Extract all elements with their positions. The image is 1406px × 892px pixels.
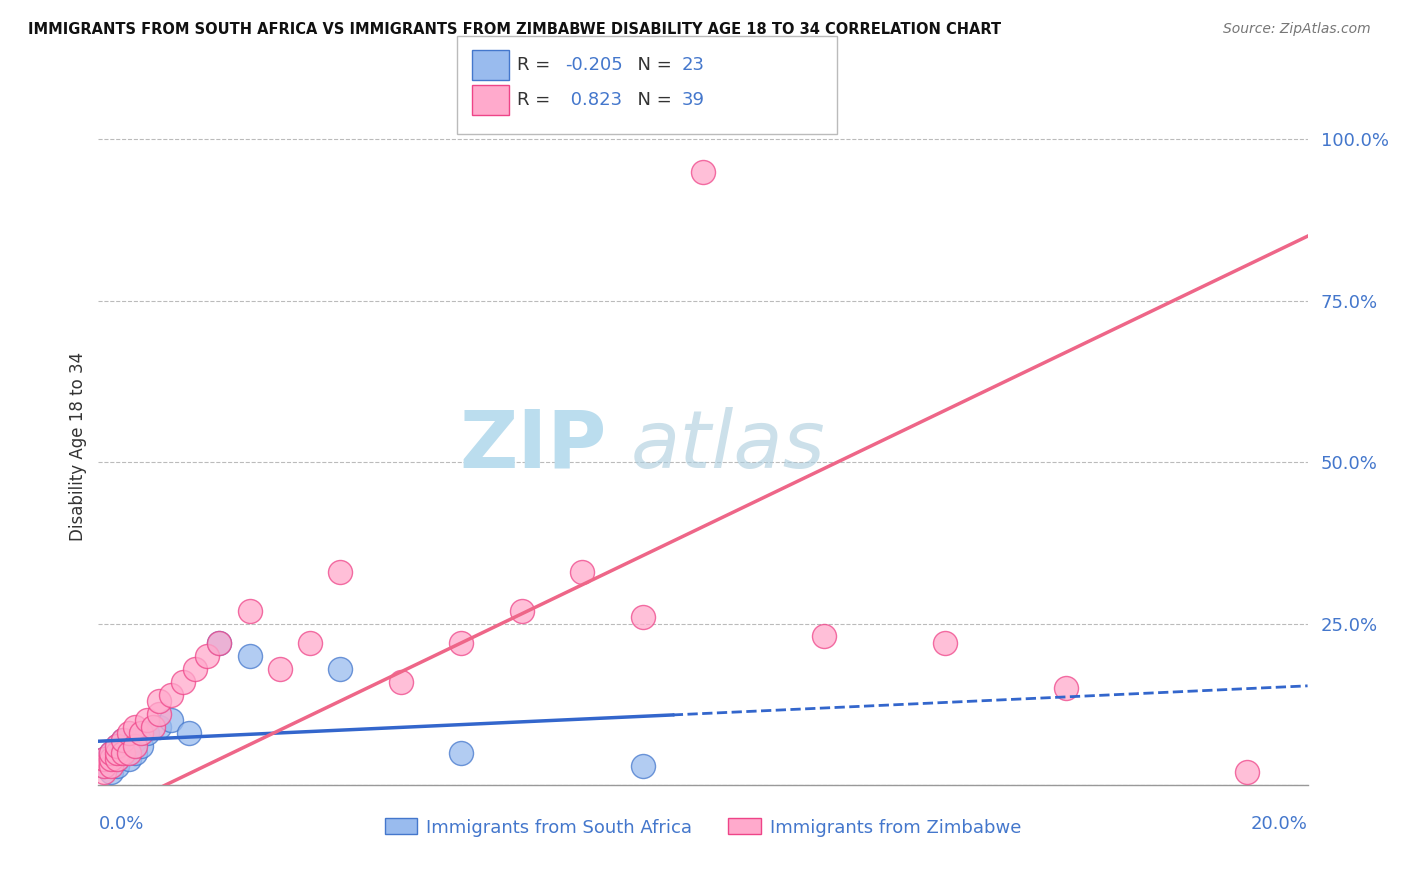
Point	[111, 732, 134, 747]
Point	[631, 758, 654, 772]
Point	[510, 604, 533, 618]
Text: 23: 23	[682, 56, 704, 74]
Point	[934, 636, 956, 650]
Point	[631, 610, 654, 624]
Text: IMMIGRANTS FROM SOUTH AFRICA VS IMMIGRANTS FROM ZIMBABWE DISABILITY AGE 18 TO 34: IMMIGRANTS FROM SOUTH AFRICA VS IMMIGRAN…	[28, 22, 1001, 37]
Text: 0.0%: 0.0%	[98, 815, 143, 833]
Point	[208, 636, 231, 650]
Point	[100, 758, 122, 772]
Point	[142, 720, 165, 734]
Point	[148, 694, 170, 708]
Point	[172, 674, 194, 689]
Point	[105, 746, 128, 760]
Point	[179, 726, 201, 740]
Point	[148, 706, 170, 721]
Text: ZIP: ZIP	[458, 407, 606, 485]
Point	[299, 636, 322, 650]
Point	[118, 746, 141, 760]
Point	[105, 739, 128, 754]
Point	[118, 726, 141, 740]
Point	[100, 752, 122, 766]
Point	[239, 604, 262, 618]
Point	[118, 752, 141, 766]
Point	[105, 752, 128, 766]
Point	[1236, 765, 1258, 780]
Point	[111, 746, 134, 760]
Point	[239, 648, 262, 663]
Point	[129, 726, 152, 740]
Text: R =: R =	[517, 56, 557, 74]
Text: -0.205: -0.205	[565, 56, 623, 74]
Text: atlas: atlas	[630, 407, 825, 485]
Point	[813, 630, 835, 644]
Point	[329, 565, 352, 579]
Legend: Immigrants from South Africa, Immigrants from Zimbabwe: Immigrants from South Africa, Immigrants…	[377, 811, 1029, 844]
Point	[100, 765, 122, 780]
Point	[450, 636, 472, 650]
Point	[124, 746, 146, 760]
Point	[160, 688, 183, 702]
Text: R =: R =	[517, 91, 557, 109]
Point	[93, 752, 115, 766]
Point	[105, 739, 128, 754]
Point	[1054, 681, 1077, 695]
Point	[329, 662, 352, 676]
Point	[93, 758, 115, 772]
Point	[160, 714, 183, 728]
Point	[105, 758, 128, 772]
Point	[93, 765, 115, 780]
Point	[208, 636, 231, 650]
Point	[692, 164, 714, 178]
Point	[124, 732, 146, 747]
Point	[118, 739, 141, 754]
Y-axis label: Disability Age 18 to 34: Disability Age 18 to 34	[69, 351, 87, 541]
Point	[269, 662, 291, 676]
Point	[93, 752, 115, 766]
Text: Source: ZipAtlas.com: Source: ZipAtlas.com	[1223, 22, 1371, 37]
Point	[93, 758, 115, 772]
Point	[124, 739, 146, 754]
Point	[135, 714, 157, 728]
Text: N =: N =	[626, 91, 678, 109]
Point	[100, 746, 122, 760]
Text: 39: 39	[682, 91, 704, 109]
Point	[124, 720, 146, 734]
Point	[450, 746, 472, 760]
Point	[195, 648, 218, 663]
Point	[100, 746, 122, 760]
Point	[111, 732, 134, 747]
Text: N =: N =	[626, 56, 678, 74]
Point	[389, 674, 412, 689]
Point	[129, 739, 152, 754]
Point	[111, 746, 134, 760]
Point	[148, 720, 170, 734]
Point	[135, 726, 157, 740]
Point	[571, 565, 593, 579]
Point	[105, 752, 128, 766]
Point	[184, 662, 207, 676]
Text: 20.0%: 20.0%	[1251, 815, 1308, 833]
Text: 0.823: 0.823	[565, 91, 623, 109]
